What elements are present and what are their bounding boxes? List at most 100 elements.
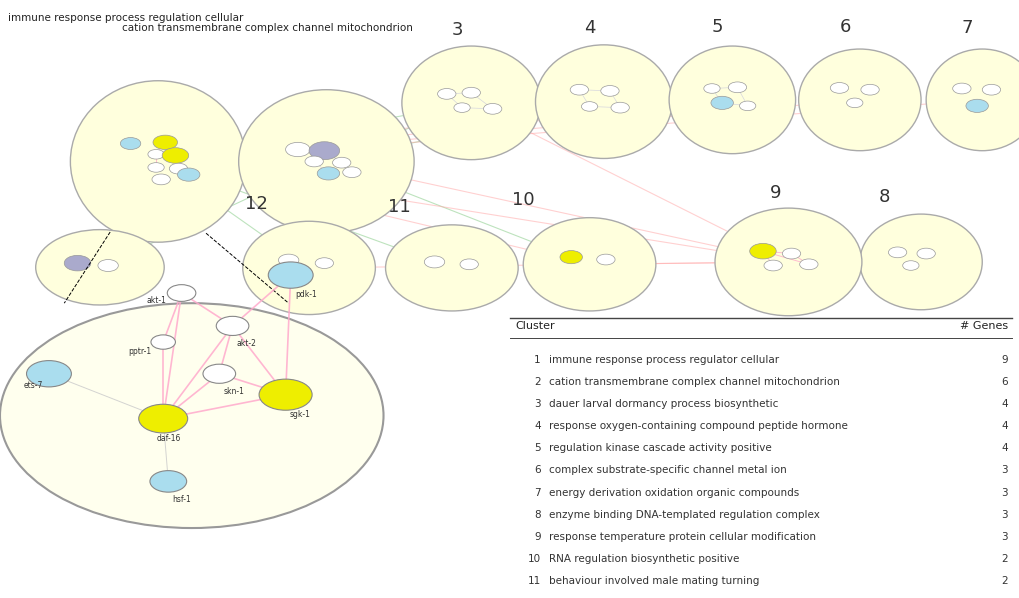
Circle shape (98, 260, 118, 271)
Text: immune response process regulator cellular: immune response process regulator cellul… (548, 355, 779, 365)
Circle shape (860, 84, 878, 95)
Text: 4: 4 (534, 421, 540, 431)
Circle shape (315, 258, 333, 269)
Circle shape (152, 174, 170, 185)
Ellipse shape (714, 208, 861, 316)
Text: 11: 11 (527, 576, 540, 586)
Circle shape (581, 102, 597, 111)
Ellipse shape (36, 230, 164, 305)
Circle shape (453, 103, 470, 112)
Circle shape (203, 364, 235, 383)
Text: 7: 7 (534, 487, 540, 498)
Text: 5: 5 (711, 18, 722, 36)
Text: 3: 3 (451, 21, 463, 39)
Text: 1: 1 (534, 355, 540, 365)
Text: energy derivation oxidation organic compounds: energy derivation oxidation organic comp… (548, 487, 798, 498)
Text: pptr-1: pptr-1 (128, 347, 152, 356)
Circle shape (317, 167, 339, 180)
Text: hsf-1: hsf-1 (172, 495, 191, 504)
Circle shape (600, 86, 619, 96)
Circle shape (169, 163, 187, 174)
Circle shape (64, 255, 91, 271)
Text: cation transmembrane complex channel mitochondrion: cation transmembrane complex channel mit… (548, 377, 839, 387)
Text: pdk-1: pdk-1 (294, 290, 316, 299)
Circle shape (902, 261, 918, 270)
Text: cation transmembrane complex channel mitochondrion: cation transmembrane complex channel mit… (122, 23, 413, 33)
Circle shape (763, 260, 782, 271)
Circle shape (150, 471, 186, 492)
Circle shape (437, 89, 455, 99)
Text: akt-1: akt-1 (147, 296, 166, 305)
Circle shape (216, 316, 249, 335)
Circle shape (570, 84, 588, 95)
Circle shape (829, 83, 848, 93)
Text: ets-7: ets-7 (23, 381, 43, 390)
Ellipse shape (925, 49, 1019, 151)
Text: response oxygen-containing compound peptide hormone: response oxygen-containing compound pept… (548, 421, 847, 431)
Circle shape (153, 135, 177, 150)
Text: enzyme binding DNA-templated regulation complex: enzyme binding DNA-templated regulation … (548, 509, 819, 520)
Text: daf-16: daf-16 (157, 434, 181, 443)
Text: 4: 4 (584, 19, 595, 37)
Circle shape (965, 99, 987, 112)
Circle shape (952, 83, 970, 94)
Circle shape (177, 168, 200, 181)
Circle shape (342, 167, 361, 178)
Ellipse shape (535, 45, 672, 158)
Text: 3: 3 (1001, 465, 1007, 475)
Circle shape (846, 98, 862, 108)
Ellipse shape (668, 46, 795, 154)
Text: akt-2: akt-2 (236, 339, 256, 348)
Circle shape (332, 157, 351, 168)
Ellipse shape (401, 46, 540, 160)
Ellipse shape (859, 214, 981, 310)
Text: 2: 2 (1001, 554, 1007, 564)
Text: immune response process regulation cellular: immune response process regulation cellu… (8, 13, 244, 23)
Text: 9: 9 (534, 532, 540, 542)
Text: 3: 3 (1001, 509, 1007, 520)
Circle shape (710, 96, 733, 109)
Circle shape (460, 259, 478, 270)
Ellipse shape (523, 218, 655, 311)
Text: 4: 4 (1001, 399, 1007, 409)
Circle shape (148, 150, 164, 159)
Text: 3: 3 (534, 399, 540, 409)
Text: RNA regulation biosynthetic positive: RNA regulation biosynthetic positive (548, 554, 739, 564)
Circle shape (162, 148, 189, 163)
Text: 10: 10 (512, 191, 534, 209)
Circle shape (483, 103, 501, 114)
Circle shape (148, 163, 164, 172)
Text: 5: 5 (534, 443, 540, 453)
Circle shape (305, 156, 323, 167)
Circle shape (268, 262, 313, 288)
Text: 2: 2 (1001, 576, 1007, 586)
Text: 8: 8 (534, 509, 540, 520)
Circle shape (749, 243, 775, 259)
Text: 6: 6 (1001, 377, 1007, 387)
Circle shape (167, 285, 196, 301)
Circle shape (596, 254, 614, 265)
Text: behaviour involved male mating turning: behaviour involved male mating turning (548, 576, 758, 586)
Text: 8: 8 (878, 188, 890, 206)
Circle shape (981, 84, 1000, 95)
Circle shape (309, 142, 339, 160)
Text: complex substrate-specific channel metal ion: complex substrate-specific channel metal… (548, 465, 786, 475)
Ellipse shape (385, 225, 518, 311)
Circle shape (916, 248, 934, 259)
Text: 10: 10 (527, 554, 540, 564)
Ellipse shape (243, 221, 375, 315)
Text: skn-1: skn-1 (223, 387, 244, 396)
Text: response temperature protein cellular modification: response temperature protein cellular mo… (548, 532, 815, 542)
Text: 6: 6 (839, 18, 850, 36)
Text: 9: 9 (1001, 355, 1007, 365)
Text: 7: 7 (961, 19, 972, 37)
Circle shape (462, 87, 480, 98)
Text: # Genes: # Genes (959, 321, 1007, 331)
Circle shape (120, 138, 141, 150)
Circle shape (259, 379, 312, 410)
Circle shape (424, 256, 444, 268)
Ellipse shape (70, 81, 246, 242)
Text: 12: 12 (245, 196, 267, 213)
Text: dauer larval dormancy process biosynthetic: dauer larval dormancy process biosynthet… (548, 399, 777, 409)
Text: 2: 2 (534, 377, 540, 387)
